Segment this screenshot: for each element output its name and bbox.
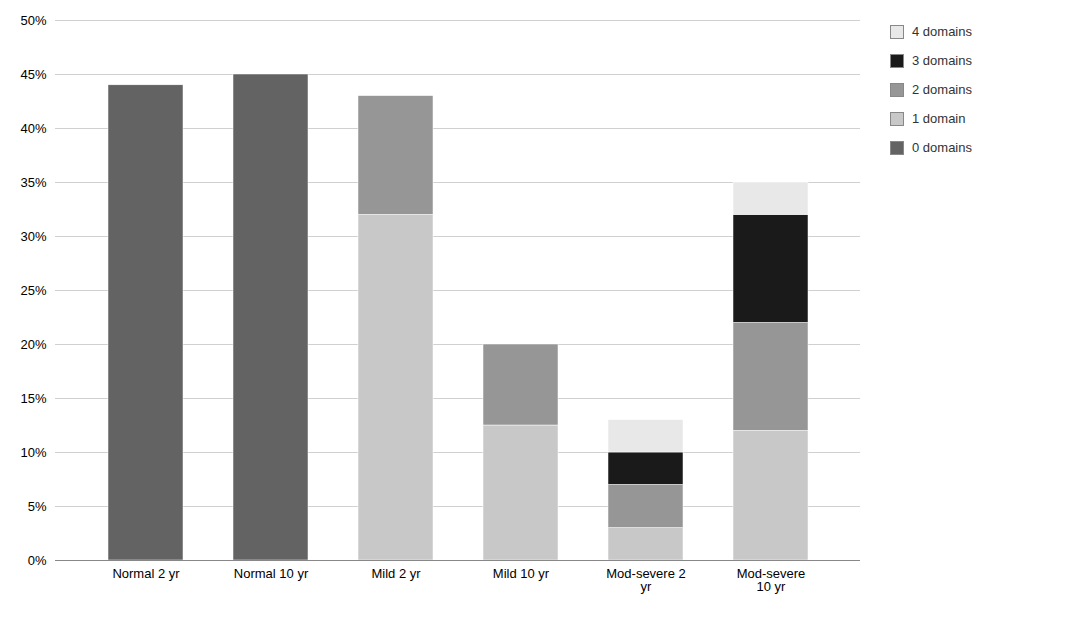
svg-text:Normal 10 yr: Normal 10 yr	[234, 566, 309, 581]
svg-text:20%: 20%	[20, 337, 46, 352]
svg-text:35%: 35%	[20, 175, 46, 190]
svg-text:40%: 40%	[20, 121, 46, 136]
svg-text:45%: 45%	[20, 67, 46, 82]
svg-text:Mild 10 yr: Mild 10 yr	[493, 566, 550, 581]
svg-text:5%: 5%	[28, 499, 47, 514]
svg-text:Mild 2 yr: Mild 2 yr	[371, 566, 421, 581]
html-text:4 domains: 4 domains	[912, 24, 972, 39]
svg-text:15%: 15%	[20, 391, 46, 406]
svg-text:30%: 30%	[20, 229, 46, 244]
svg-text:50%: 50%	[20, 13, 46, 28]
html-text:1 domain: 1 domain	[912, 111, 966, 126]
svg-text:Mod-severe 2yr: Mod-severe 2yr	[606, 566, 685, 594]
svg-text:0%: 0%	[28, 553, 47, 568]
svg-text:Normal 2 yr: Normal 2 yr	[112, 566, 180, 581]
html-text:0 domains: 0 domains	[912, 140, 972, 155]
svg-text:25%: 25%	[20, 283, 46, 298]
html-text:2 domains: 2 domains	[912, 82, 972, 97]
svg-text:Mod-severe10 yr: Mod-severe10 yr	[737, 566, 806, 594]
html-text:3 domains: 3 domains	[912, 53, 972, 68]
svg-text:10%: 10%	[20, 445, 46, 460]
